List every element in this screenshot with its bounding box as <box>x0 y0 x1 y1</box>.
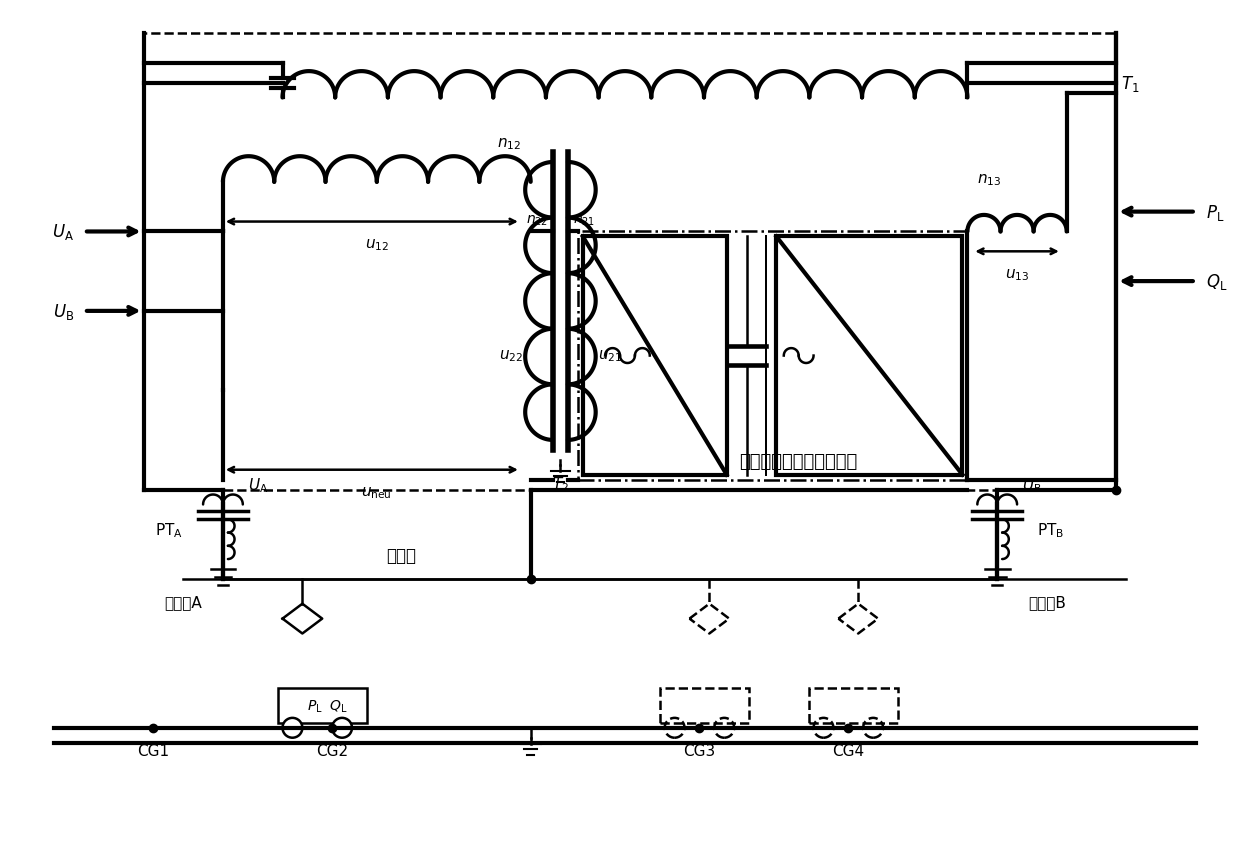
Circle shape <box>332 718 352 738</box>
Text: $P_{\rm L}$  $Q_{\rm L}$: $P_{\rm L}$ $Q_{\rm L}$ <box>306 697 348 714</box>
Text: $u_{\rm neu}$: $u_{\rm neu}$ <box>361 485 392 501</box>
Text: $n_{13}$: $n_{13}$ <box>977 172 1002 188</box>
Text: $\mathrm{PT}_{\rm A}$: $\mathrm{PT}_{\rm A}$ <box>155 520 184 539</box>
Text: $u_{13}$: $u_{13}$ <box>1004 267 1029 282</box>
Text: $U_{\rm B}$: $U_{\rm B}$ <box>1022 475 1042 494</box>
Text: $P_{\rm L}$: $P_{\rm L}$ <box>1205 202 1224 222</box>
Text: $T_2$: $T_2$ <box>552 475 569 494</box>
Text: $U_{\rm B}$: $U_{\rm B}$ <box>53 301 74 321</box>
Text: 组合式虚拟同相供电装置: 组合式虚拟同相供电装置 <box>739 452 858 470</box>
Text: $\mathrm{PT}_{\rm B}$: $\mathrm{PT}_{\rm B}$ <box>1037 520 1064 539</box>
Text: $Q_{\rm L}$: $Q_{\rm L}$ <box>1205 272 1228 292</box>
Text: $n_{22}$: $n_{22}$ <box>526 213 548 227</box>
Circle shape <box>283 718 303 738</box>
Text: CG3: CG3 <box>683 743 715 758</box>
Text: CG2: CG2 <box>316 743 348 758</box>
Text: 中性段: 中性段 <box>387 547 417 564</box>
Text: CG4: CG4 <box>832 743 864 758</box>
Text: $T_1$: $T_1$ <box>1121 73 1140 94</box>
FancyBboxPatch shape <box>278 688 367 723</box>
Text: $U_{\rm A}$: $U_{\rm A}$ <box>52 222 74 242</box>
Text: 供电臂B: 供电臂B <box>1028 594 1065 609</box>
Text: 供电臂A: 供电臂A <box>165 594 202 609</box>
Text: $u_{12}$: $u_{12}$ <box>365 237 389 253</box>
Text: $u_{22}$: $u_{22}$ <box>498 349 523 364</box>
Text: $n_{21}$: $n_{21}$ <box>573 213 595 227</box>
Text: $U_{\rm A}$: $U_{\rm A}$ <box>248 475 268 494</box>
Text: $n_{12}$: $n_{12}$ <box>496 136 521 152</box>
Text: $u_{21}$: $u_{21}$ <box>598 349 621 364</box>
Text: CG1: CG1 <box>138 743 170 758</box>
